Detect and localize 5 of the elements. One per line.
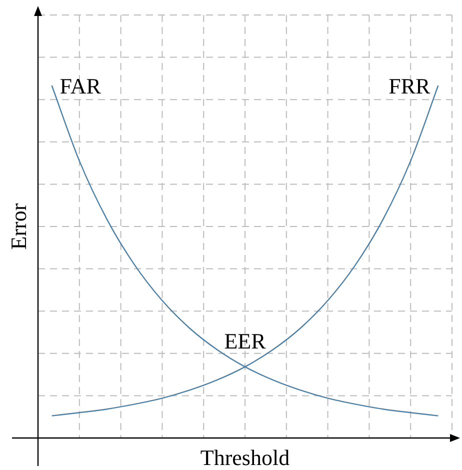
annotation: EER: [224, 328, 266, 354]
x-axis-title: Threshold: [200, 444, 290, 470]
y-axis-title: Error: [6, 202, 31, 250]
series-label: FAR: [60, 73, 102, 98]
series-label: FRR: [388, 73, 431, 98]
